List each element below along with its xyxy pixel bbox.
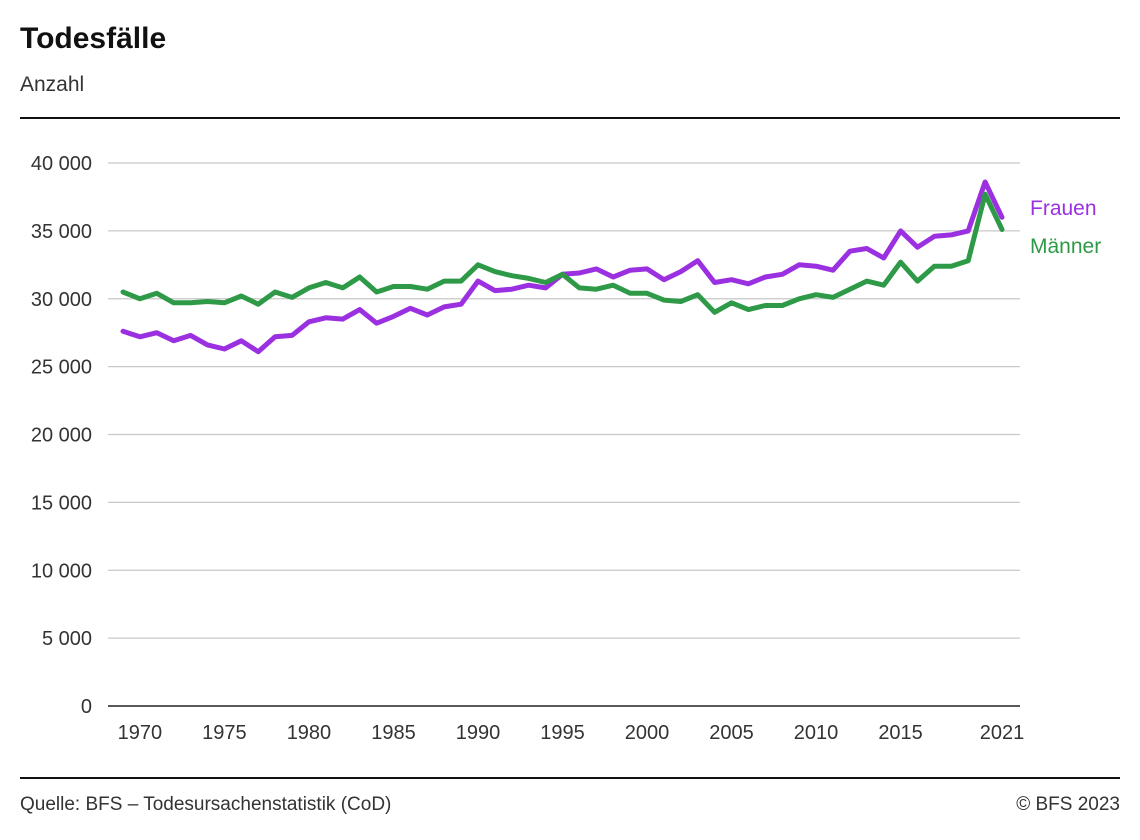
legend-label: Frauen [1030, 197, 1097, 220]
x-tick-label: 1990 [456, 722, 501, 744]
top-divider [20, 117, 1120, 119]
x-tick-label: 2015 [878, 722, 923, 744]
chart-title: Todesfälle [20, 22, 167, 55]
y-tick-label: 0 [81, 696, 92, 718]
y-tick-label: 35 000 [31, 221, 92, 243]
x-tick-label: 2010 [794, 722, 839, 744]
y-tick-label: 15 000 [31, 492, 92, 514]
y-tick-label: 20 000 [31, 425, 92, 447]
legend-label: Männer [1030, 235, 1101, 258]
y-axis-tick-labels: 0 5 000 10 000 15 000 20 000 25 000 30 000 35 0… [31, 153, 92, 718]
copyright-note: © BFS 2023 [1016, 794, 1120, 815]
x-tick-label: 2021 [980, 722, 1025, 744]
grid-lines [108, 162, 1020, 707]
x-tick-label: 2000 [625, 722, 670, 744]
x-tick-label: 1980 [287, 722, 332, 744]
x-tick-label: 1985 [371, 722, 416, 744]
x-tick-label: 1975 [202, 722, 247, 744]
source-note: Quelle: BFS – Todesursachenstatistik (Co… [20, 794, 392, 815]
x-axis-tick-labels: 1970 1975 1980 1985 1990 1995 2000 2005 2010 2015… [118, 722, 1025, 744]
legend: Frauen Männer [1030, 197, 1101, 258]
x-tick-label: 2005 [709, 722, 754, 744]
y-tick-label: 30 000 [31, 289, 92, 311]
y-tick-label: 10 000 [31, 560, 92, 582]
x-tick-label: 1995 [540, 722, 585, 744]
series-lines [120, 179, 1005, 355]
y-tick-label: 25 000 [31, 357, 92, 379]
chart-subtitle: Anzahl [20, 73, 85, 96]
y-tick-label: 5 000 [42, 628, 92, 650]
series-line-0 [120, 179, 1005, 355]
series-line-1 [120, 191, 1005, 315]
x-tick-label: 1970 [118, 722, 163, 744]
y-tick-label: 40 000 [31, 153, 92, 175]
bottom-divider [20, 777, 1120, 779]
